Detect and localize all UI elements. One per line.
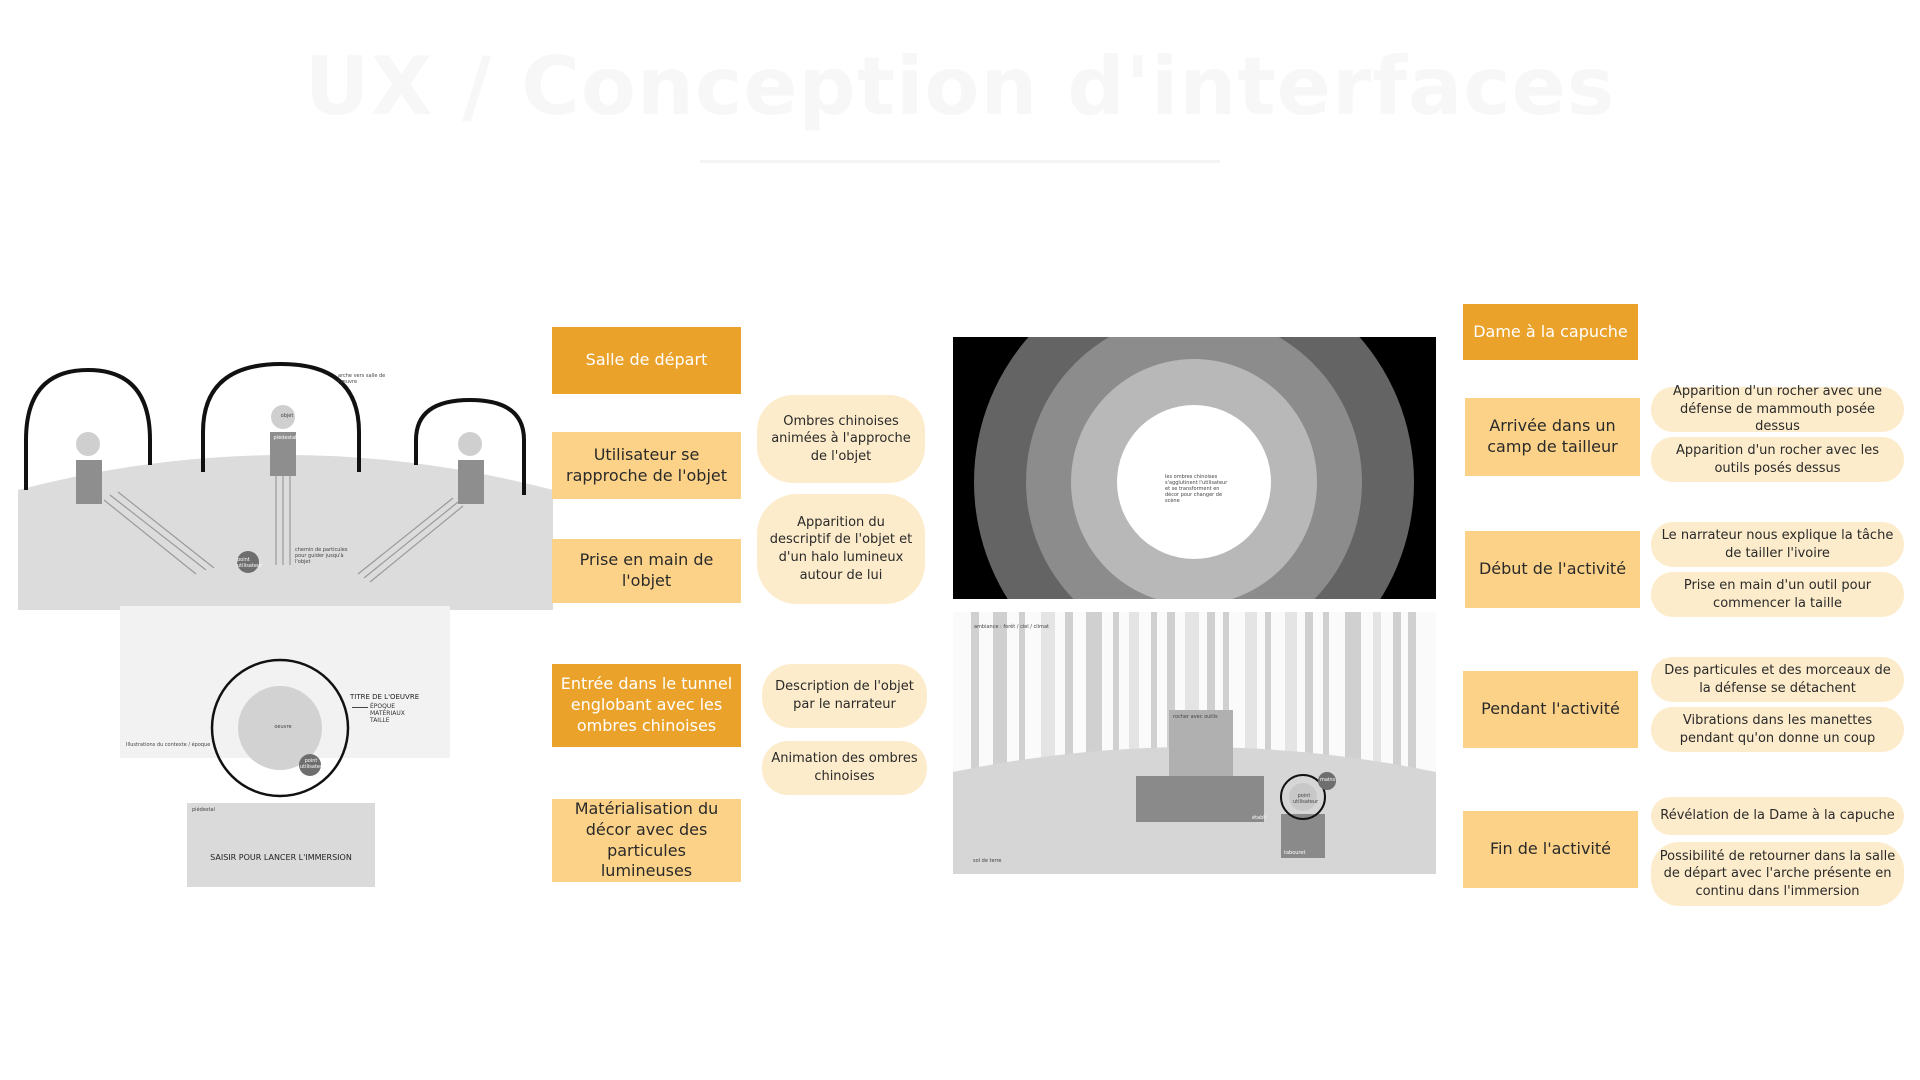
- header-dame-capuche: Dame à la capuche: [1463, 304, 1638, 360]
- launch-immersion-text: SAISIR POUR LANCER L'IMMERSION: [210, 853, 352, 862]
- room-wireframe: [18, 361, 553, 610]
- camp-rock-note: rocher avec outils: [1173, 714, 1218, 720]
- note-prise-outil: Prise en main d'un outil pour commencer …: [1651, 572, 1904, 617]
- step-arrivee-camp: Arrivée dans un camp de tailleur: [1465, 398, 1640, 476]
- right-arch: [414, 397, 526, 495]
- camp-stool-label: tabouret: [1284, 850, 1306, 856]
- pedestal-label: piédestal: [273, 435, 297, 441]
- left-arch: [24, 367, 152, 490]
- note-revelation-dame: Révélation de la Dame à la capuche: [1651, 797, 1904, 835]
- detail-epoque: ÉPOQUE: [370, 703, 396, 710]
- launch-card-tag: piédestal: [192, 807, 215, 813]
- launch-card[interactable]: piédestal SAISIR POUR LANCER L'IMMERSION: [187, 803, 375, 887]
- center-arch: [201, 361, 361, 472]
- note-vibrations: Vibrations dans les manettes pendant qu'…: [1651, 707, 1904, 752]
- tunnel-center-text: les ombres chinoises s'agglutinent l'uti…: [1165, 474, 1228, 504]
- note-retour-salle: Possibilité de retourner dans la salle d…: [1651, 842, 1904, 906]
- step-approche-objet: Utilisateur se rapproche de l'objet: [552, 432, 741, 499]
- detail-materiaux: MATÉRIAUX: [370, 710, 405, 718]
- step-entree-tunnel: Entrée dans le tunnel englobant avec les…: [552, 664, 741, 747]
- detail-taille: TAILLE: [370, 717, 390, 725]
- note-narrateur-tache: Le narrateur nous explique la tâche de t…: [1651, 522, 1904, 567]
- step-fin-activite: Fin de l'activité: [1463, 811, 1638, 888]
- arch-note: arche vers salle de l'œuvre: [338, 373, 386, 385]
- step-materialisation: Matérialisation du décor avec des partic…: [552, 799, 741, 882]
- oeuvre-label: oeuvre: [274, 724, 292, 730]
- user-point-label: point utilisateur: [237, 557, 263, 569]
- note-rocher-outils: Apparition d'un rocher avec les outils p…: [1651, 437, 1904, 482]
- note-ombres-animees: Ombres chinoises animées à l'approche de…: [757, 395, 925, 483]
- page-title: UX / Conception d'interfaces: [304, 40, 1616, 133]
- tunnel-wireframe: [953, 337, 1436, 599]
- particles-note: chemin de particules pour guider jusqu'à…: [295, 547, 348, 565]
- info-panel-graphic: [210, 658, 350, 798]
- camp-ambiance-note: ambiance : forêt / ciel / climat: [974, 624, 1049, 630]
- object-label: objet: [280, 413, 294, 419]
- artwork-details: ÉPOQUE MATÉRIAUX TAILLE: [370, 703, 405, 725]
- camp-wireframe: [953, 612, 1436, 874]
- note-description-narrateur: Description de l'objet par le narrateur: [762, 664, 927, 728]
- note-rocher-defense: Apparition d'un rocher avec une défense …: [1651, 384, 1904, 434]
- title-underline: [700, 160, 1220, 163]
- camp-hands-label: mains: [1320, 777, 1336, 783]
- step-salle-depart: Salle de départ: [552, 327, 741, 394]
- camp-floor-note: sol de terre: [973, 858, 1002, 864]
- camp-user-point: point utilisateur: [1293, 793, 1319, 805]
- step-prise-en-main: Prise en main de l'objet: [552, 539, 741, 603]
- step-pendant-activite: Pendant l'activité: [1463, 671, 1638, 748]
- note-descriptif-halo: Apparition du descriptif de l'objet et d…: [757, 494, 925, 604]
- step-debut-activite: Début de l'activité: [1465, 531, 1640, 608]
- user-point-label-2: point utilisateur: [300, 758, 326, 770]
- camp-table-label: établi: [1252, 815, 1267, 821]
- context-note: Illustrations du contexte / époque: [126, 742, 211, 748]
- connector-line: [352, 707, 368, 708]
- artwork-title: TITRE DE L'OEUVRE: [350, 693, 420, 701]
- note-particules-defense: Des particules et des morceaux de la déf…: [1651, 657, 1904, 702]
- note-animation-ombres: Animation des ombres chinoises: [762, 741, 927, 795]
